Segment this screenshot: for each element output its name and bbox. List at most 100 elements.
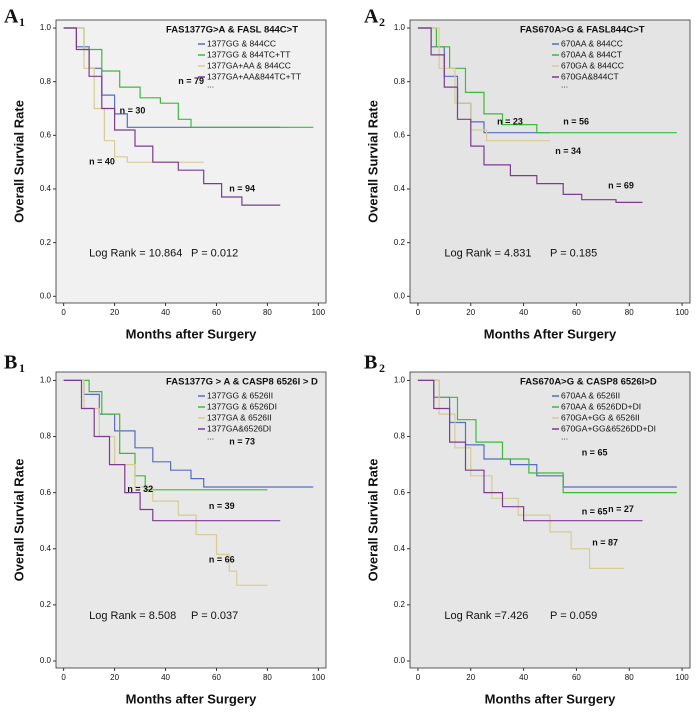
- x-axis-title: Months After Surgery: [484, 326, 617, 341]
- count-label: n = 39: [209, 501, 235, 511]
- legend-label: 1377GA+AA&844TC+TT: [207, 71, 301, 81]
- legend-label: 670GA+GG&6526DD+DI: [561, 423, 656, 433]
- y-tick-label: 1.0: [40, 23, 52, 32]
- y-tick-label: 1.0: [394, 376, 406, 385]
- x-tick-label: 100: [312, 673, 326, 682]
- panel-label-sub: 2: [379, 15, 385, 29]
- survival-line: [63, 379, 281, 522]
- stat-label: Log Rank = 8.508: [89, 610, 176, 622]
- x-axis-title: Months after Surgery: [485, 691, 617, 706]
- panel: A 2 0.0 0.2 0.4 0.6 0.8 1.0 0 20 40 60 80 100 Months A…: [364, 6, 691, 341]
- x-tick-label: 100: [675, 673, 689, 682]
- plot-area: [55, 371, 327, 669]
- x-tick-label: 20: [110, 308, 119, 317]
- y-tick-label: 0.8: [40, 432, 52, 441]
- x-tick-label: 100: [312, 308, 326, 317]
- x-tick-label: 60: [212, 308, 221, 317]
- survival-line: [63, 27, 204, 163]
- panel-label: B: [4, 352, 17, 374]
- stat-label: Log Rank =7.426: [444, 610, 528, 622]
- panel: A 1 0.0 0.2 0.4 0.6 0.8 1.0 0 20 40 60 80 100 Months a…: [4, 6, 327, 341]
- legend-more: ...: [561, 79, 568, 89]
- count-label: n = 65: [582, 448, 608, 458]
- legend-label: 670AA & 6526II: [561, 390, 620, 400]
- x-tick-label: 60: [572, 308, 581, 317]
- y-tick-label: 0.6: [40, 488, 52, 497]
- x-tick-label: 80: [263, 673, 272, 682]
- count-label: n = 23: [497, 116, 523, 126]
- legend-label: 670GA&844CT: [561, 71, 619, 81]
- stat-label: P = 0.037: [191, 610, 238, 622]
- panel-label: A: [364, 6, 379, 28]
- y-tick-label: 0.0: [40, 291, 52, 300]
- y-tick-label: 1.0: [40, 376, 52, 385]
- survival-line: [63, 379, 268, 491]
- survival-line: [417, 27, 550, 142]
- legend-more: ...: [561, 431, 568, 441]
- y-tick-label: 0.4: [394, 544, 406, 553]
- x-tick-label: 80: [625, 308, 634, 317]
- x-tick-label: 0: [61, 673, 66, 682]
- y-axis-title: Overall Survial Rate: [11, 100, 26, 223]
- survival-line: [63, 27, 314, 128]
- y-tick-label: 0.2: [394, 238, 406, 247]
- plot-area: [409, 19, 691, 304]
- x-tick-label: 0: [416, 308, 421, 317]
- legend-title: FAS670A>G & FASL844C>T: [520, 25, 645, 36]
- legend-label: 1377GA+AA & 844CC: [207, 60, 291, 70]
- panel-label: B: [364, 352, 377, 374]
- survival-line: [63, 379, 314, 488]
- count-label: n = 32: [127, 484, 153, 494]
- panel: B 1 0.0 0.2 0.4 0.6 0.8 1.0 0 20 40 60 80 100 Months a…: [4, 352, 327, 706]
- legend-label: 1377GG & 6526II: [207, 390, 273, 400]
- y-axis-title: Overall Survial Rate: [365, 100, 380, 223]
- x-tick-label: 100: [675, 308, 689, 317]
- y-tick-label: 0.0: [394, 656, 406, 665]
- x-tick-label: 80: [625, 673, 634, 682]
- legend-label: 1377GG & 6526DI: [207, 401, 277, 411]
- y-axis-title: Overall Survial Rate: [11, 459, 26, 582]
- survival-line: [417, 379, 624, 569]
- x-tick-label: 40: [519, 673, 528, 682]
- panel-label: A: [4, 6, 19, 28]
- panel-label-sub: 1: [19, 361, 25, 375]
- count-label: n = 34: [555, 146, 581, 156]
- y-tick-label: 0.2: [40, 238, 52, 247]
- y-tick-label: 0.0: [40, 656, 52, 665]
- y-tick-label: 0.2: [40, 600, 52, 609]
- y-tick-label: 0.4: [40, 184, 52, 193]
- count-label: n = 73: [229, 437, 255, 447]
- stat-label: Log Rank = 4.831: [444, 247, 531, 259]
- legend-title: FAS1377G>A & FASL 844C>T: [166, 25, 298, 36]
- legend-more: ...: [207, 431, 214, 441]
- y-tick-label: 0.4: [40, 544, 52, 553]
- count-label: n = 30: [120, 106, 146, 116]
- y-tick-label: 0.4: [394, 184, 406, 193]
- count-label: n = 79: [178, 76, 204, 86]
- count-label: n = 40: [89, 157, 115, 167]
- count-label: n = 65: [582, 507, 608, 517]
- x-tick-label: 20: [110, 673, 119, 682]
- y-tick-label: 0.6: [394, 130, 406, 139]
- legend-label: 670GA & 844CC: [561, 60, 624, 70]
- y-tick-label: 0.2: [394, 600, 406, 609]
- survival-line: [63, 27, 281, 206]
- x-axis-title: Months after Surgery: [126, 326, 258, 341]
- count-label: n = 56: [563, 116, 589, 126]
- y-axis-title: Overall Survial Rate: [365, 459, 380, 582]
- y-tick-label: 0.6: [394, 488, 406, 497]
- x-tick-label: 80: [263, 308, 272, 317]
- x-tick-label: 0: [61, 308, 66, 317]
- survival-line: [417, 27, 643, 203]
- x-tick-label: 60: [212, 673, 221, 682]
- x-tick-label: 40: [161, 308, 170, 317]
- stat-label: P = 0.185: [550, 247, 597, 259]
- y-tick-label: 0.6: [40, 130, 52, 139]
- x-tick-label: 20: [466, 308, 475, 317]
- x-tick-label: 20: [466, 673, 475, 682]
- legend-label: 1377GG & 844TC+TT: [207, 49, 290, 59]
- panel-label-sub: 2: [379, 361, 385, 375]
- y-tick-label: 0.0: [394, 291, 406, 300]
- legend-label: 1377GA & 6526II: [207, 412, 272, 422]
- count-label: n = 87: [592, 538, 618, 548]
